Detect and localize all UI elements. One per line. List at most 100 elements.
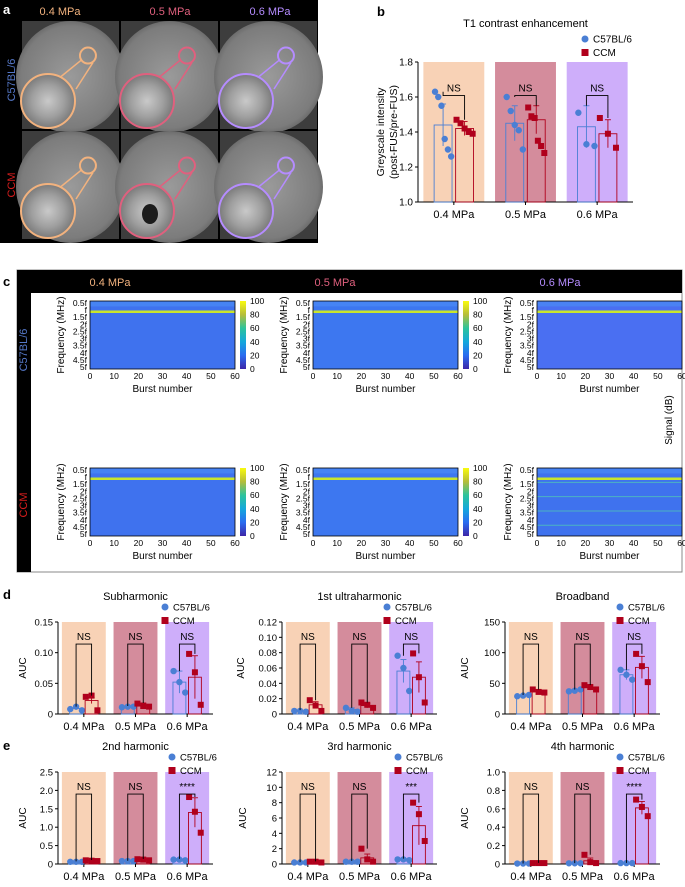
zoom-inset-circle	[218, 183, 274, 239]
x-tick-label: 20	[357, 371, 367, 381]
data-point-ccm	[644, 813, 651, 820]
y-tick-label: 2f	[80, 486, 88, 496]
data-point-c57bl6	[629, 676, 636, 683]
y-tick-label: 0.10	[35, 648, 54, 659]
zoom-inset-circle	[20, 183, 76, 239]
panel-a-row-label-0: C57BL/6	[6, 59, 18, 102]
legend-label-c57bl6: C57BL/6	[593, 35, 632, 46]
data-point-ccm	[529, 860, 536, 867]
data-point-ccm	[140, 703, 147, 710]
panel-a-row-label-1: CCM	[6, 172, 18, 197]
x-tick-label: 60	[230, 371, 240, 381]
data-point-ccm	[191, 808, 198, 815]
x-tick-label: 0.6 MPa	[577, 209, 619, 221]
spectrogram-border	[536, 467, 683, 537]
colorbar-tick-label: 80	[473, 310, 483, 320]
y-tick-label: 0.5	[40, 841, 53, 852]
data-point-c57bl6	[519, 692, 527, 699]
chart-title: 3rd harmonic	[327, 741, 392, 753]
data-point-c57bl6	[394, 856, 401, 863]
y-tick-label: 150	[484, 618, 500, 629]
y-tick-label: 0.5f	[520, 298, 535, 308]
data-point-ccm	[410, 799, 417, 806]
y-tick-label: 3.5f	[73, 341, 88, 351]
zoom-connector-line	[57, 168, 83, 190]
mri-image-grid	[16, 21, 323, 243]
data-point-c57bl6	[118, 704, 126, 711]
significance-bracket	[402, 793, 420, 859]
y-tick-label: 3.5f	[296, 341, 311, 351]
data-point-ccm	[581, 682, 588, 689]
chart-title: Subharmonic	[103, 591, 168, 603]
x-tick-label: 0	[311, 538, 316, 548]
y-tick-label: 0.08	[259, 648, 278, 659]
panel-a: a 0.4 MPa 0.5 MPa 0.6 MPa C57BL/6 CCM	[0, 0, 323, 243]
data-point-ccm	[358, 845, 365, 852]
x-tick-label: 10	[556, 538, 566, 548]
colorbar-tick-label: 40	[473, 337, 483, 347]
y-tick-label: 5f	[303, 529, 311, 539]
colorbar-tick-label: 60	[473, 323, 483, 333]
colorbar	[240, 468, 246, 536]
data-point-c57bl6	[583, 141, 590, 148]
data-point-c57bl6	[124, 857, 131, 865]
data-point-ccm	[638, 663, 645, 670]
y-tick-label: 1.0	[399, 198, 413, 209]
data-point-c57bl6	[406, 856, 413, 864]
significance-label: NS	[129, 632, 143, 643]
data-point-c57bl6	[617, 666, 624, 674]
legend-marker-ccm	[383, 617, 391, 624]
data-point-c57bl6	[507, 107, 514, 115]
data-point-ccm	[318, 707, 325, 714]
legend-marker-c57bl6	[161, 603, 169, 611]
colorbar	[463, 468, 469, 536]
data-point-c57bl6	[447, 153, 455, 160]
y-tick-label: 1.2	[399, 163, 413, 174]
data-point-ccm	[191, 669, 198, 676]
y-tick-label: f	[85, 472, 88, 482]
data-point-ccm	[633, 796, 640, 803]
data-point-ccm	[364, 701, 371, 708]
y-tick-label: 4f	[527, 348, 535, 358]
data-point-c57bl6	[438, 102, 445, 109]
y-tick-label: 4f	[527, 515, 535, 525]
data-point-ccm	[358, 699, 365, 706]
data-point-c57bl6	[182, 857, 189, 864]
data-point-c57bl6	[354, 708, 361, 715]
colorbar-tick-label: 100	[250, 296, 264, 306]
y-tick-label: 1.5f	[296, 312, 311, 322]
data-point-c57bl6	[170, 856, 177, 863]
y-tick-label: 0.15	[35, 618, 54, 629]
y-tick-label: 1.6	[399, 93, 413, 104]
data-point-ccm	[415, 674, 422, 681]
zoom-connector-line	[174, 62, 193, 90]
y-tick-label: 5f	[80, 529, 88, 539]
data-point-ccm	[457, 120, 464, 127]
spectrogram-top-band	[537, 468, 682, 474]
y-tick-label: 0	[272, 710, 277, 721]
y-tick-label: 0.12	[259, 618, 278, 629]
x-tick-label: 50	[653, 371, 663, 381]
y-tick-label: f	[85, 305, 88, 315]
panel-c-colorbar-label: Signal (dB)	[664, 395, 675, 444]
significance-label: ***	[405, 782, 417, 793]
x-tick-label: 10	[109, 538, 119, 548]
y-tick-label: 0	[495, 860, 500, 871]
legend-marker-ccm	[616, 767, 624, 774]
y-tick-label: 1.5	[40, 804, 53, 815]
y-tick-label: 2f	[527, 486, 535, 496]
colorbar-tick-label: 0	[250, 531, 255, 541]
data-point-ccm	[186, 794, 193, 801]
y-tick-label: 4.5f	[73, 522, 88, 532]
legend-marker-ccm	[581, 49, 589, 56]
category-background	[495, 62, 556, 202]
x-tick-label: 0.6 MPa	[614, 721, 656, 733]
y-tick-label: 3f	[80, 334, 88, 344]
y-tick-label: 5f	[80, 362, 88, 372]
roi-circle	[78, 156, 97, 175]
y-axis-label: AUC	[460, 807, 471, 828]
x-axis-label: Burst number	[132, 384, 193, 395]
x-tick-label: 0.4 MPa	[287, 871, 329, 883]
data-point-ccm	[415, 811, 422, 818]
